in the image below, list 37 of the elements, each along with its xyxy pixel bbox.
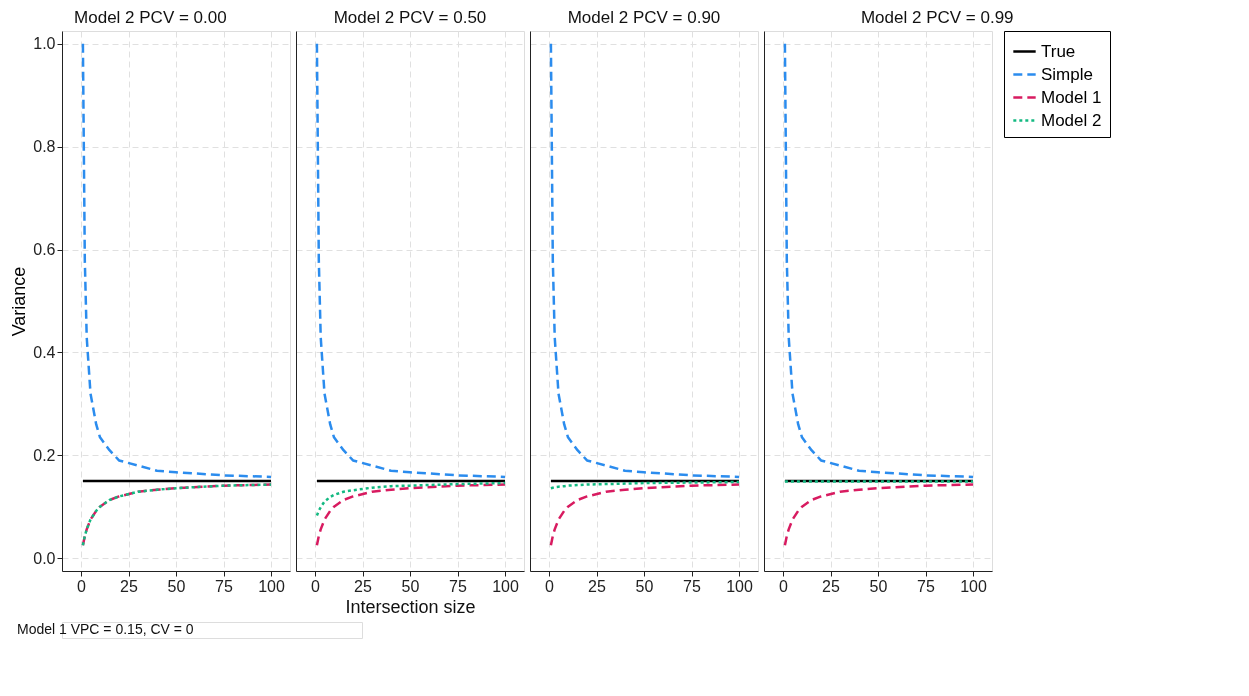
chart-title: Model 2 PCV = 0.90 [567, 8, 721, 27]
x-tick-label: 0 [545, 577, 555, 595]
text: Model 1 VPC = 0.15, CV = 0 [17, 621, 194, 637]
x-tick-label: 100 [726, 577, 753, 595]
y-axis-title: Variance [9, 266, 30, 337]
chart-title: Model 2 PCV = 0.00 [74, 8, 227, 27]
x-tick-label: 0 [311, 577, 321, 595]
y-tick-label: 0.6 [33, 241, 56, 259]
x-tick-label: 50 [635, 577, 654, 595]
x-tick-label: 75 [449, 577, 467, 595]
x-tick-label: 75 [917, 577, 935, 595]
x-tick-label: 75 [215, 577, 233, 595]
x-tick-label: 25 [822, 577, 840, 595]
y-tick-label: 1.0 [33, 35, 56, 53]
y-tick-label: 0.2 [33, 446, 56, 464]
y-tick-label: 0.8 [33, 138, 56, 156]
legend-label: True [1041, 41, 1076, 61]
y-tick-label: 0.0 [33, 549, 56, 567]
chart-title: Model 2 PCV = 0.50 [333, 8, 487, 27]
x-tick-label: 100 [960, 577, 987, 595]
legend-label: Simple [1041, 64, 1093, 84]
x-tick-label: 25 [354, 577, 372, 595]
x-tick-label: 50 [167, 577, 186, 595]
legend-label: Model 2 [1041, 110, 1102, 130]
x-tick-label: 50 [401, 577, 420, 595]
chart-title: Model 2 PCV = 0.99 [860, 7, 1014, 27]
x-tick-label: 100 [492, 577, 519, 595]
x-tick-label: 0 [77, 577, 87, 595]
x-tick-label: 75 [683, 577, 701, 595]
x-tick-label: 100 [258, 577, 285, 595]
y-tick-label: 0.4 [33, 343, 56, 361]
x-axis-title: Intersection size [345, 596, 476, 617]
x-tick-label: 25 [120, 577, 138, 595]
legend-label: Model 1 [1041, 87, 1102, 107]
x-tick-label: 25 [588, 577, 606, 595]
x-tick-label: 0 [779, 577, 789, 595]
x-tick-label: 50 [869, 577, 888, 595]
